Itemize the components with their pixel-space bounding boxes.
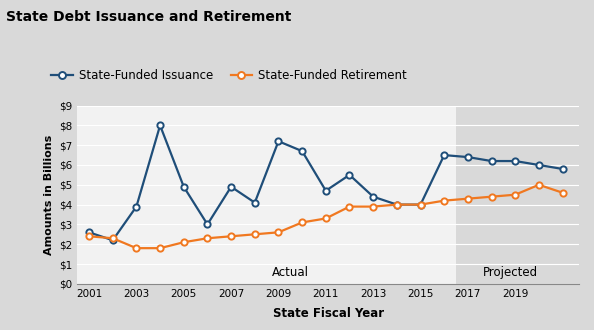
State-Funded Retirement [275,230,282,234]
State-Funded Issuance [133,205,140,209]
State-Funded Retirement [109,236,116,240]
State-Funded Retirement [299,220,306,224]
State-Funded Issuance [346,173,353,177]
State-Funded Retirement [417,203,424,207]
Text: State Debt Issuance and Retirement: State Debt Issuance and Retirement [6,10,291,24]
Bar [456,106,594,284]
State-Funded Retirement [511,193,519,197]
X-axis label: State Fiscal Year: State Fiscal Year [273,307,384,320]
State-Funded Issuance [369,195,377,199]
Text: Projected: Projected [483,266,538,280]
State-Funded Issuance [180,185,187,189]
Y-axis label: Amounts in Billions: Amounts in Billions [43,135,53,255]
State-Funded Retirement [323,216,330,220]
State-Funded Retirement [465,197,472,201]
State-Funded Retirement [369,205,377,209]
State-Funded Issuance [251,201,258,205]
State-Funded Issuance [559,167,566,171]
State-Funded Issuance [465,155,472,159]
State-Funded Retirement [441,199,448,203]
State-Funded Retirement [488,195,495,199]
Line: State-Funded Retirement: State-Funded Retirement [86,182,565,251]
Text: Actual: Actual [272,266,309,280]
State-Funded Issuance [157,123,164,127]
State-Funded Issuance [535,163,542,167]
State-Funded Retirement [86,234,93,238]
Legend: State-Funded Issuance, State-Funded Retirement: State-Funded Issuance, State-Funded Reti… [47,65,411,87]
State-Funded Issuance [488,159,495,163]
State-Funded Issuance [204,222,211,226]
State-Funded Retirement [559,191,566,195]
State-Funded Retirement [228,234,235,238]
State-Funded Retirement [346,205,353,209]
State-Funded Issuance [393,203,400,207]
State-Funded Retirement [251,232,258,236]
State-Funded Issuance [511,159,519,163]
Line: State-Funded Issuance: State-Funded Issuance [86,122,565,243]
State-Funded Retirement [204,236,211,240]
State-Funded Retirement [393,203,400,207]
State-Funded Issuance [275,139,282,143]
State-Funded Retirement [535,183,542,187]
State-Funded Retirement [180,240,187,244]
State-Funded Issuance [299,149,306,153]
State-Funded Issuance [323,189,330,193]
State-Funded Retirement [133,246,140,250]
State-Funded Issuance [109,238,116,242]
State-Funded Retirement [157,246,164,250]
State-Funded Issuance [86,230,93,234]
State-Funded Issuance [441,153,448,157]
State-Funded Issuance [417,203,424,207]
State-Funded Issuance [228,185,235,189]
